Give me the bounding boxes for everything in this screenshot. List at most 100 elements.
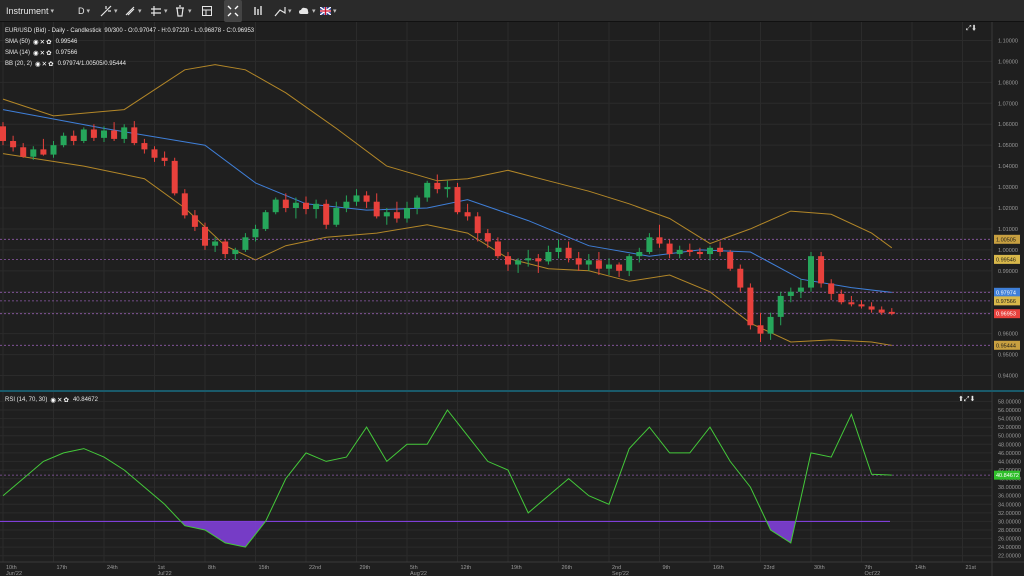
shapes-icon [151, 6, 161, 16]
time-tick-label: 15th [259, 565, 270, 571]
arrow-down-icon[interactable]: ⬇ [969, 396, 976, 403]
rsi-tick-label: 54.00000 [998, 417, 1021, 423]
rsi-level-lines [0, 474, 992, 523]
rsi-tick-label: 34.00000 [998, 502, 1021, 508]
candle-body [464, 212, 471, 217]
bb-label: BB (20, 2) [5, 61, 33, 67]
candle [151, 146, 158, 162]
candle-body [626, 256, 633, 271]
indicator-controls[interactable]: ◉✕✿ [33, 50, 53, 57]
delete-drawings-button[interactable]: ▾ [174, 0, 192, 22]
candle-body [222, 241, 229, 255]
candle-body [393, 212, 400, 219]
indicator-controls[interactable]: ◉✕✿ [33, 39, 53, 46]
arrow-down-icon[interactable]: ⬇ [971, 25, 976, 32]
expand-icon[interactable]: ⤢ [966, 25, 972, 32]
candle-body [575, 258, 582, 265]
expand-icon[interactable]: ⤢ [963, 396, 970, 403]
candle [222, 239, 229, 259]
candle-body [818, 256, 825, 284]
price-chart-panel[interactable]: 1.10000 1.09000 1.08000 1.07000 1.06000 1.050… [0, 22, 1024, 390]
time-tick-label: 29th [360, 565, 371, 571]
candle-body [656, 237, 663, 244]
candle [10, 135, 17, 152]
price-tag [994, 340, 1020, 350]
time-tick-label: 7th [865, 565, 873, 571]
rsi-chart[interactable]: 58.00000 56.00000 54.00000 52.00000 50.00000… [0, 392, 1024, 576]
candle-body [727, 251, 734, 269]
arrow-up-icon[interactable]: ⬆ [958, 396, 964, 403]
timeframe-selector[interactable]: D ▾ [78, 0, 90, 22]
language-selector[interactable]: ▾ [320, 0, 337, 22]
candle [565, 241, 572, 263]
candle [343, 195, 350, 213]
chevron-down-icon: ▾ [333, 8, 337, 15]
candle-body [252, 228, 259, 238]
candle [777, 291, 784, 326]
chart-type-button[interactable] [252, 0, 264, 22]
line-tool-button[interactable]: ▾ [124, 0, 142, 22]
layout-button[interactable] [201, 0, 213, 22]
rsi-panel-controls[interactable]: ⬆⤢⬇ [958, 395, 975, 404]
cloud-button[interactable]: ▾ [298, 0, 316, 22]
candle [626, 254, 633, 277]
panel-resize-controls[interactable]: ⤢⬇ [966, 25, 976, 33]
candle-body [141, 143, 148, 150]
price-tag-label: 0.97974 [996, 290, 1016, 296]
price-tick-label: 1.05000 [998, 143, 1018, 149]
candle [0, 122, 6, 146]
candle-body [20, 147, 27, 157]
candle-body [333, 208, 340, 225]
indicator-controls[interactable]: ◉✕✿ [35, 61, 55, 68]
layout-icon [202, 6, 212, 16]
candle-body [40, 149, 47, 155]
bb-value: 0.97974/1.00505/0.95444 [57, 61, 126, 67]
time-tick-label: 12th [461, 565, 472, 571]
rsi-value-tag [994, 470, 1020, 480]
price-tag-label: 0.97566 [996, 299, 1016, 305]
time-tick-sublabel: Sep'22 [612, 571, 629, 576]
candle-body [797, 287, 804, 292]
indicator-controls[interactable]: ◉✕✿ [50, 397, 70, 404]
price-tick-label: 0.99000 [998, 269, 1018, 275]
candle-body [191, 215, 198, 227]
crosshair-tool-button[interactable]: ▾ [100, 0, 118, 22]
cloud-icon [299, 7, 309, 14]
price-chart[interactable]: 1.10000 1.09000 1.08000 1.07000 1.06000 1.050… [0, 22, 1024, 390]
candle [636, 247, 643, 263]
candle [444, 180, 451, 198]
candle [434, 174, 441, 194]
flag-icon [320, 7, 331, 15]
chevron-down-icon: ▾ [164, 8, 168, 15]
candle-body [30, 149, 37, 157]
candle-body [888, 311, 895, 314]
trade-button[interactable]: ▾ [274, 0, 292, 22]
time-tick-label: 17th [57, 565, 68, 571]
shapes-tool-button[interactable]: ▾ [150, 0, 168, 22]
candle [606, 258, 612, 276]
price-tag [994, 234, 1020, 244]
price-grid [0, 22, 992, 390]
instrument-selector[interactable]: Instrument ▾ [6, 0, 54, 22]
legend-sma50-row: SMA (50) ◉✕✿ 0.99546 [5, 37, 254, 48]
candle [282, 193, 289, 213]
candle-body [292, 202, 299, 208]
rsi-tick-label: 24.00000 [998, 545, 1021, 551]
time-tick-label: 21st [966, 565, 977, 571]
rsi-panel[interactable]: 58.00000 56.00000 54.00000 52.00000 50.00000… [0, 392, 1024, 576]
rsi-tick-label: 52.00000 [998, 425, 1021, 431]
legend-sma14-row: SMA (14) ◉✕✿ 0.97566 [5, 48, 254, 59]
price-tag-label: 1.00505 [996, 237, 1016, 243]
legend-title-row: EUR/USD (Bid) - Daily - Candlestick 90/3… [5, 26, 254, 37]
rsi-oversold-fill [180, 521, 796, 548]
sma-line [2, 109, 892, 293]
panel-divider[interactable] [0, 390, 1024, 392]
candle [717, 241, 724, 257]
candle [333, 201, 340, 227]
candle-body [181, 193, 188, 216]
rsi-value-tag-label: 40.84672 [996, 473, 1019, 479]
fullscreen-button[interactable] [224, 0, 242, 22]
candle-body [525, 258, 532, 261]
candle [121, 124, 128, 144]
bb-upper-line [2, 64, 893, 249]
